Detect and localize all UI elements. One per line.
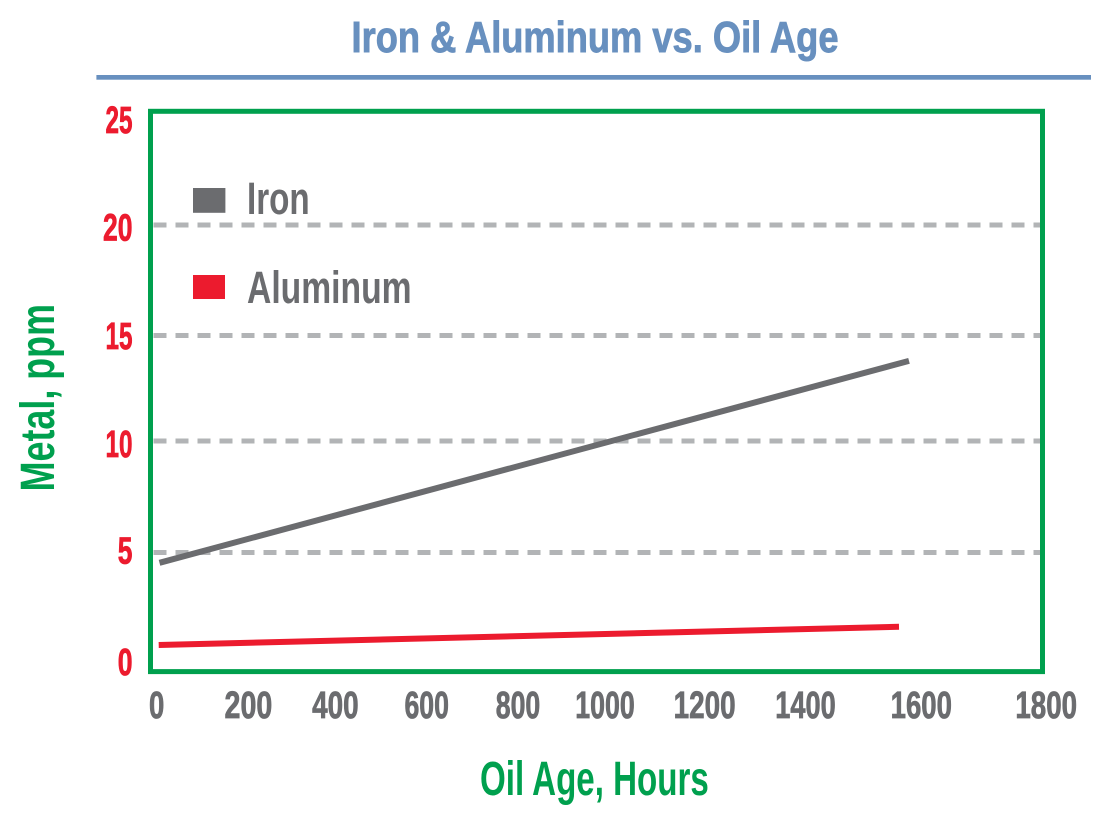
- svg-text:Iron: Iron: [247, 173, 310, 224]
- svg-text:0: 0: [149, 685, 164, 727]
- svg-text:0: 0: [118, 642, 133, 684]
- svg-text:1600: 1600: [891, 685, 952, 727]
- svg-text:600: 600: [404, 685, 449, 727]
- svg-text:Aluminum: Aluminum: [247, 262, 412, 313]
- svg-text:Iron & Aluminum vs. Oil Age: Iron & Aluminum vs. Oil Age: [352, 13, 839, 62]
- svg-text:1400: 1400: [775, 685, 835, 727]
- svg-text:1000: 1000: [575, 685, 635, 727]
- svg-text:15: 15: [106, 316, 133, 358]
- svg-text:1200: 1200: [674, 685, 736, 727]
- svg-text:20: 20: [103, 208, 133, 250]
- svg-text:Metal, ppm: Metal, ppm: [12, 304, 65, 491]
- svg-text:25: 25: [106, 100, 133, 142]
- svg-text:Oil Age, Hours: Oil Age, Hours: [480, 753, 709, 806]
- svg-text:1800: 1800: [1015, 685, 1077, 727]
- svg-text:800: 800: [496, 685, 541, 727]
- svg-text:5: 5: [118, 531, 133, 573]
- svg-text:10: 10: [106, 424, 133, 466]
- svg-text:200: 200: [225, 685, 273, 727]
- svg-text:400: 400: [312, 685, 359, 727]
